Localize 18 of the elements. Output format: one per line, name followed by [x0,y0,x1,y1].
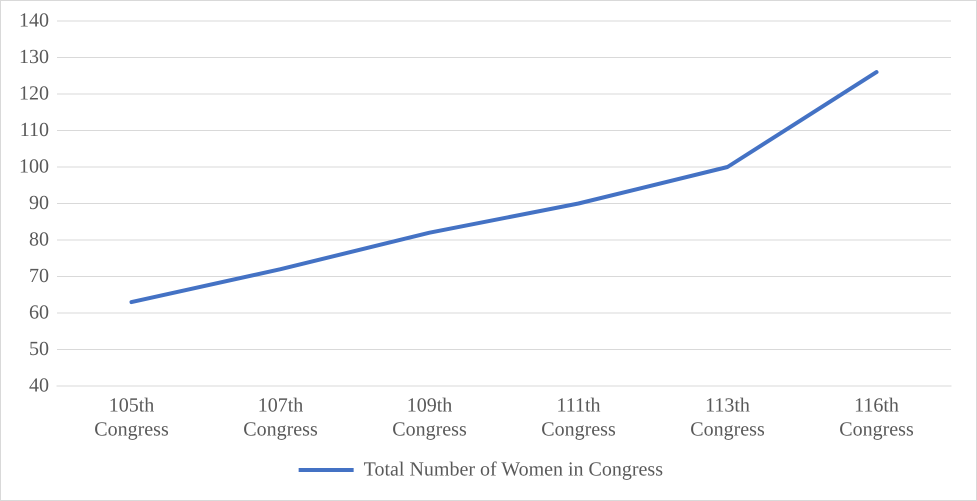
y-tick-label: 130 [19,46,49,68]
x-tick-label: 105th Congress [94,394,169,440]
y-tick-label: 140 [19,9,49,32]
y-tick-label: 40 [29,374,49,396]
x-tick-label: 107th Congress [243,394,318,440]
y-tick-label: 90 [29,192,49,214]
y-tick-label: 60 [29,301,49,324]
x-tick-label: 113th Congress [690,394,765,440]
y-tick-label: 120 [19,82,49,104]
x-tick-label: 111th Congress [541,394,616,440]
y-tick-label: 100 [19,155,49,178]
x-tick-label: 116th Congress [839,394,914,440]
y-tick-label: 70 [29,264,49,287]
y-tick-label: 110 [20,118,49,141]
legend-label: Total Number of Women in Congress [364,458,664,480]
y-tick-label: 50 [29,338,49,360]
y-tick-label: 80 [29,228,49,250]
x-tick-label: 109th Congress [392,394,467,440]
